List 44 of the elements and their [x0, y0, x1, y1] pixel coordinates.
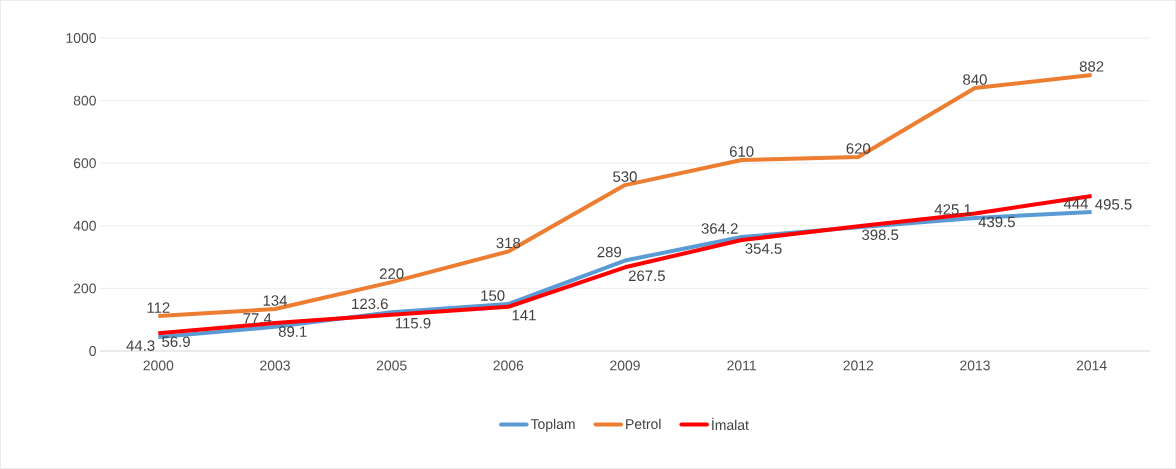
- data-label: 318: [496, 237, 521, 249]
- data-label: 610: [729, 146, 754, 157]
- y-tick-label: 600: [73, 158, 96, 169]
- y-tick-label: 800: [73, 95, 96, 106]
- data-label: 444: [1063, 198, 1088, 209]
- x-tick-label: 2005: [376, 360, 407, 371]
- data-label: 44.3: [126, 340, 155, 351]
- x-tick-label: 2009: [610, 360, 640, 371]
- data-label: 495.5: [1095, 199, 1132, 210]
- data-label: 439.5: [978, 216, 1015, 228]
- x-tick-label: 2014: [1076, 360, 1107, 371]
- x-tick-label: 2011: [727, 360, 756, 371]
- data-label: 425.1: [934, 204, 972, 215]
- legend-label: Petrol: [626, 418, 661, 430]
- data-label: 364.2: [701, 223, 738, 234]
- data-label: 89.1: [278, 326, 307, 337]
- data-label: 840: [963, 74, 987, 85]
- data-label: 289: [597, 246, 622, 258]
- legend-label: İmalat: [712, 417, 749, 431]
- data-label: 620: [846, 143, 871, 154]
- y-tick-label: 200: [73, 283, 96, 294]
- y-tick-label: 1000: [66, 33, 96, 43]
- data-label: 220: [379, 268, 404, 279]
- data-label: 123.6: [352, 298, 388, 310]
- data-label: 77.4: [243, 313, 272, 324]
- legend-label: Toplam: [530, 418, 575, 432]
- y-tick-label: 400: [73, 220, 96, 231]
- data-label: 354.5: [745, 243, 782, 254]
- data-label: 112: [147, 302, 170, 313]
- data-label: 56.9: [162, 336, 190, 347]
- data-label: 530: [613, 171, 637, 182]
- data-label: 882: [1079, 61, 1104, 72]
- data-label: 134: [263, 295, 288, 306]
- x-tick-label: 2006: [493, 360, 524, 371]
- data-label: 150: [481, 290, 505, 301]
- data-label: 267.5: [628, 270, 665, 282]
- data-label: 141: [512, 310, 536, 321]
- x-tick-label: 2013: [960, 360, 990, 371]
- x-tick-label: 2003: [260, 360, 290, 371]
- y-tick-label: 0: [89, 346, 96, 356]
- x-tick-label: 2012: [843, 360, 874, 371]
- data-label: 115.9: [395, 317, 431, 329]
- data-label: 398.5: [862, 229, 899, 241]
- x-tick-label: 2000: [143, 360, 174, 371]
